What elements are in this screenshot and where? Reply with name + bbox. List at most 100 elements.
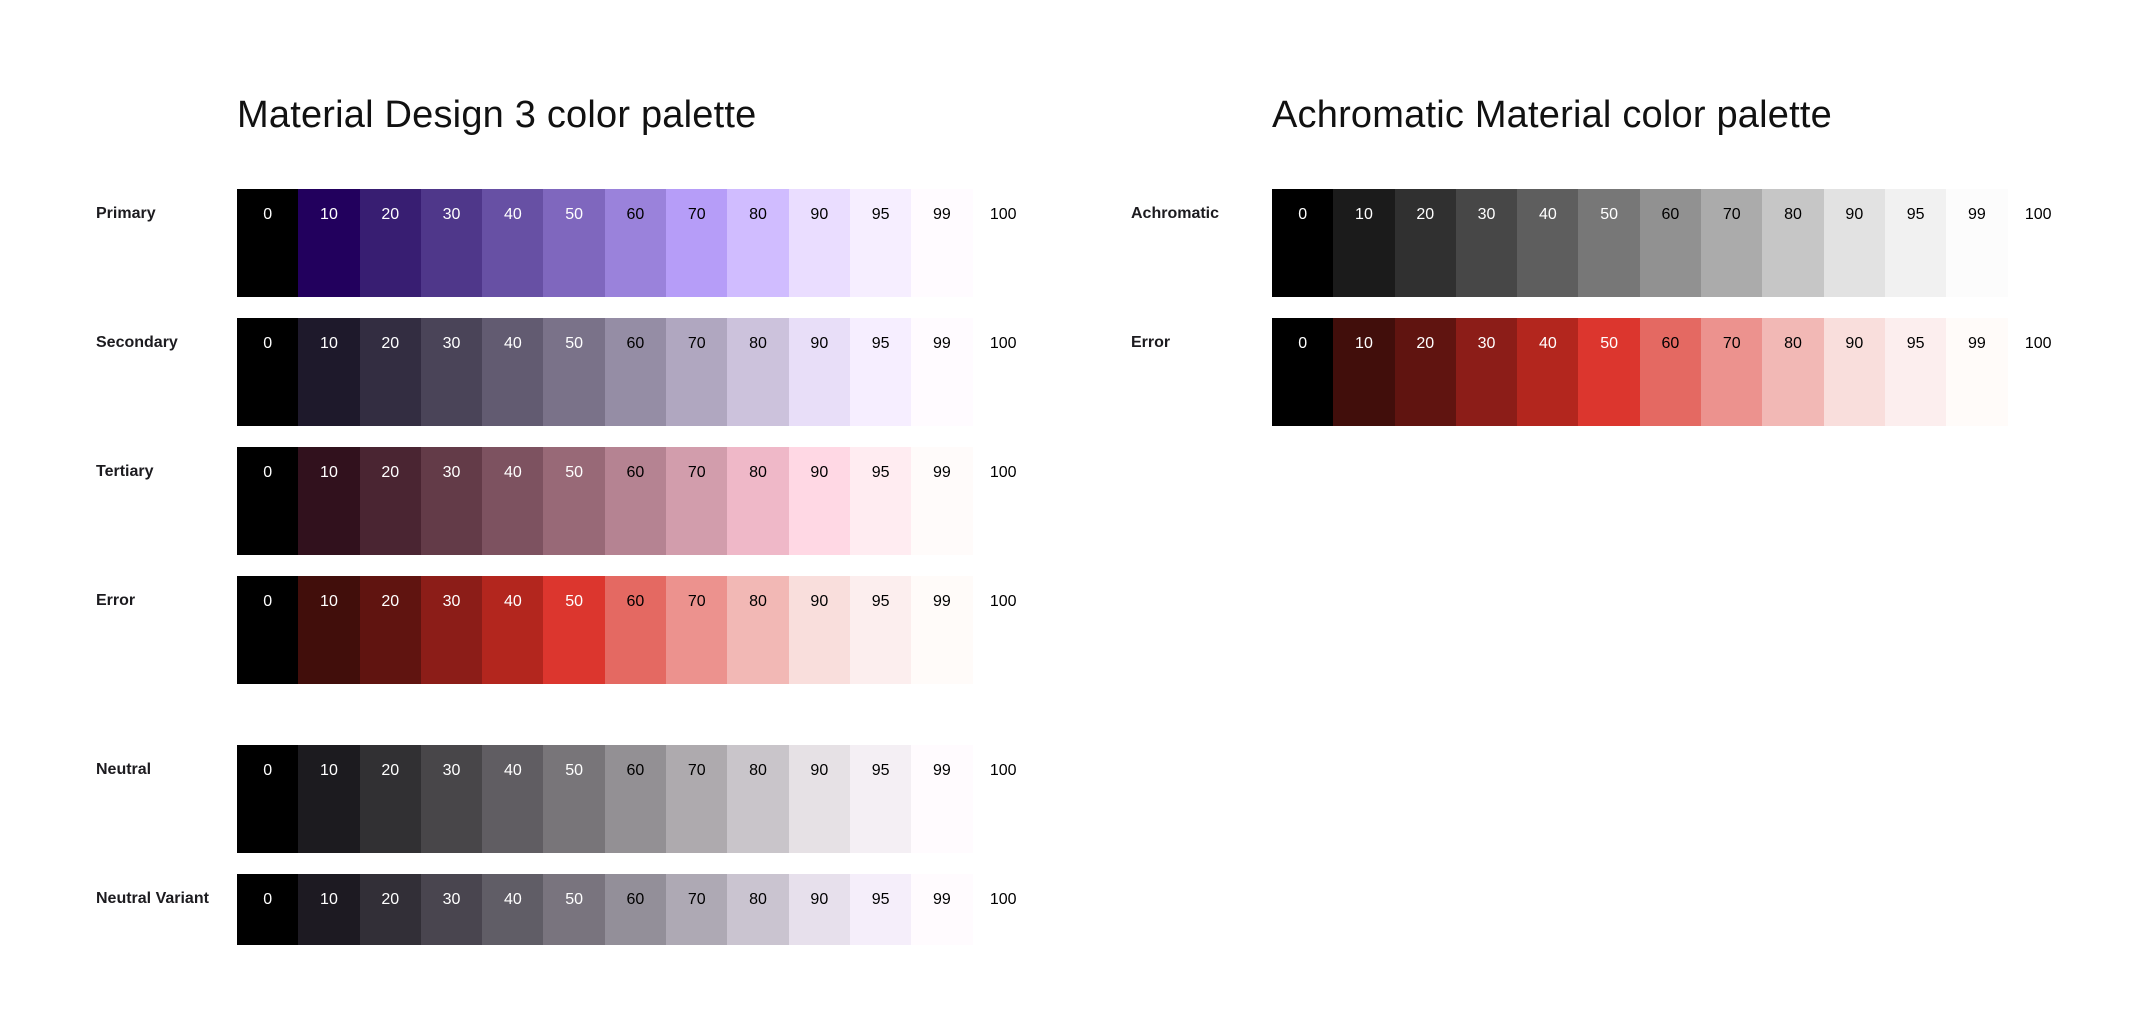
color-swatch: 50 [543,576,605,684]
color-swatch: 30 [420,318,483,426]
color-swatch: 40 [482,189,544,297]
color-swatch: 40 [1517,189,1579,297]
color-swatch: 99 [911,745,973,853]
palette-row-tertiary: Tertiary 0 10 20 30 40 50 60 70 80 90 95 99 100 [96,447,1056,555]
tone-label: 90 [810,335,829,352]
tone-label: 10 [320,335,338,352]
tone-label: 50 [1600,206,1619,223]
color-swatch: 80 [727,318,789,426]
tone-label: 100 [989,762,1017,779]
color-swatch: 90 [788,189,850,297]
color-swatch: 80 [727,874,789,945]
tone-label: 60 [1661,335,1680,352]
tone-label: 95 [871,593,890,610]
tone-label: 30 [442,464,461,481]
tone-label: 70 [687,891,706,908]
color-swatch: 70 [666,576,728,684]
color-swatch: 100 [2007,318,2069,426]
color-swatch: 10 [298,189,360,297]
tone-label: 90 [810,891,829,908]
palette-row-neutral: Neutral 0 10 20 30 40 50 60 70 80 90 95 99 100 [96,745,1056,853]
tone-label: 60 [1661,206,1680,223]
color-swatch: 60 [1639,189,1702,297]
tone-label: 100 [989,891,1017,908]
color-swatch: 60 [604,874,667,945]
tone-label: 90 [810,464,829,481]
swatch-strip-secondary: 0 10 20 30 40 50 60 70 80 90 95 99 100 [237,318,1034,426]
tone-label: 90 [810,593,829,610]
tone-label: 60 [626,335,645,352]
swatch-strip-achromatic-error: 0 10 20 30 40 50 60 70 80 90 95 99 100 [1272,318,2069,426]
color-swatch: 100 [972,576,1034,684]
color-swatch: 0 [237,189,299,297]
color-swatch: 60 [604,745,667,853]
color-swatch: 90 [788,745,850,853]
tone-label: 90 [1845,206,1864,223]
color-swatch: 90 [1823,318,1885,426]
tone-label: 70 [687,593,706,610]
color-swatch: 60 [604,447,667,555]
color-swatch: 0 [237,447,299,555]
row-label-neutral-variant: Neutral Variant [96,890,209,907]
color-swatch: 100 [972,745,1034,853]
color-swatch: 10 [298,745,360,853]
tone-label: 10 [1355,206,1373,223]
color-swatch: 20 [359,189,421,297]
color-swatch: 40 [482,576,544,684]
palette-row-primary: Primary 0 10 20 30 40 50 60 70 80 90 95 99 100 [96,189,1056,297]
tone-label: 20 [381,206,400,223]
tone-label: 60 [626,593,645,610]
tone-label: 99 [1968,206,1986,223]
color-swatch: 0 [237,318,299,426]
tone-label: 30 [442,593,461,610]
tone-label: 60 [626,206,645,223]
color-swatch: 100 [972,874,1034,945]
color-swatch: 95 [849,874,912,945]
tone-label: 40 [1538,335,1557,352]
color-swatch: 40 [482,318,544,426]
color-swatch: 30 [420,874,483,945]
color-swatch: 70 [666,874,728,945]
palette-row-achromatic: Achromatic 0 10 20 30 40 50 60 70 80 90 95 99 100 [1131,189,2091,297]
color-swatch: 70 [666,447,728,555]
tone-label: 99 [933,464,951,481]
tone-label: 50 [565,206,584,223]
color-swatch: 100 [972,318,1034,426]
color-swatch: 30 [1455,189,1518,297]
tone-label: 90 [1845,335,1864,352]
tone-label: 10 [320,206,338,223]
color-swatch: 10 [298,874,360,945]
color-swatch: 0 [237,874,299,945]
color-swatch: 60 [1639,318,1702,426]
color-swatch: 30 [420,576,483,684]
color-swatch: 40 [482,874,544,945]
tone-label: 10 [320,762,338,779]
achromatic-palette-title: Achromatic Material color palette [1272,94,1832,136]
swatch-strip-primary: 0 10 20 30 40 50 60 70 80 90 95 99 100 [237,189,1034,297]
color-swatch: 99 [911,576,973,684]
row-label-achromatic: Achromatic [1131,205,1220,222]
color-swatch: 80 [1762,318,1824,426]
color-swatch: 80 [1762,189,1824,297]
color-swatch: 30 [420,745,483,853]
palette-row-neutral-variant: Neutral Variant 0 10 20 30 40 50 60 70 80 90 95 99 1… [96,874,1056,945]
tone-label: 100 [989,206,1017,223]
tone-label: 30 [442,335,461,352]
tone-label: 100 [989,464,1017,481]
color-swatch: 20 [359,745,421,853]
tone-label: 50 [565,891,584,908]
tone-label: 80 [749,464,767,481]
row-label-secondary: Secondary [96,334,178,351]
tone-label: 20 [381,464,400,481]
color-swatch: 95 [849,447,912,555]
palette-row-secondary: Secondary 0 10 20 30 40 50 60 70 80 90 95 99 100 [96,318,1056,426]
tone-label: 0 [263,464,273,481]
tone-label: 30 [442,891,461,908]
color-swatch: 10 [1333,189,1395,297]
color-swatch: 95 [1884,318,1947,426]
color-swatch: 0 [237,745,299,853]
color-swatch: 0 [1272,189,1334,297]
tone-label: 10 [1355,335,1373,352]
row-label-achromatic-error: Error [1131,334,1171,351]
tone-label: 95 [871,335,890,352]
